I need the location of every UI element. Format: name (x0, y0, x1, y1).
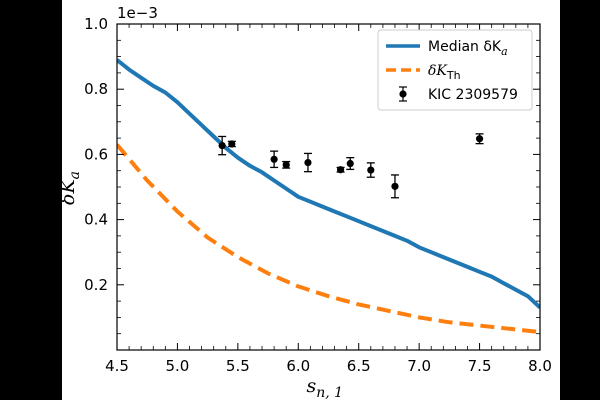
data-point-marker (304, 158, 312, 167)
y-tick-label: 0.6 (84, 145, 108, 163)
data-point-marker (218, 141, 226, 150)
legend-box (377, 29, 533, 111)
legend-theory-label-sub: Th (446, 69, 461, 82)
y-axis-label: δKa (57, 171, 83, 205)
legend-points-label: KIC 2309579 (428, 87, 518, 103)
x-tick-label: 5.0 (165, 357, 189, 375)
legend-theory-label-main: δK (428, 63, 448, 79)
data-point-marker (391, 182, 399, 190)
series-median-line (117, 58, 540, 310)
data-point-marker (336, 166, 345, 174)
legend: Median δKa δKTh KIC 2309579 (377, 29, 533, 111)
x-tick-label: 7.0 (407, 357, 431, 375)
y-tick-label: 0.4 (84, 211, 108, 229)
legend-median-label-sub: a (501, 45, 508, 58)
x-tick-label: 8.0 (528, 357, 552, 375)
y-axis-label-sub: a (67, 171, 83, 179)
plot-frame (116, 23, 541, 351)
x-axis-label-main: s (307, 375, 317, 397)
x-tick-label: 6.5 (347, 357, 371, 375)
x-axis-label-sub: n, 1 (316, 385, 343, 400)
x-tick-label: 6.0 (286, 357, 310, 375)
ticks-layer: 4.5 5.0 5.5 6.0 6.5 7.0 7.5 8.0 0.2 0.4 0.6 0.8 1.0 (84, 15, 552, 375)
y-axis-label-main: δK (57, 178, 79, 205)
data-point-marker (228, 140, 236, 148)
legend-points-marker (399, 90, 407, 98)
x-axis-label: sn, 1 (307, 375, 344, 400)
y-tick-label: 0.8 (84, 80, 108, 98)
legend-theory-label: δKTh (428, 63, 461, 82)
y-tick-label: 1.0 (84, 15, 108, 33)
series-layer (117, 58, 540, 335)
legend-median-label-main: Median δK (428, 39, 502, 55)
x-tick-label: 5.5 (226, 357, 250, 375)
points-layer (218, 133, 484, 199)
y-offset-label: 1e−3 (117, 4, 158, 22)
data-point-marker (367, 166, 375, 174)
data-point-marker (475, 135, 484, 143)
data-point-marker (282, 161, 290, 169)
x-tick-label: 4.5 (105, 357, 129, 375)
legend-median-label: Median δKa (428, 39, 508, 58)
y-tick-label: 0.2 (84, 276, 108, 294)
data-point-marker (270, 155, 278, 163)
data-point-marker (346, 159, 354, 168)
series-theory-line (117, 143, 540, 335)
x-tick-label: 7.5 (468, 357, 492, 375)
